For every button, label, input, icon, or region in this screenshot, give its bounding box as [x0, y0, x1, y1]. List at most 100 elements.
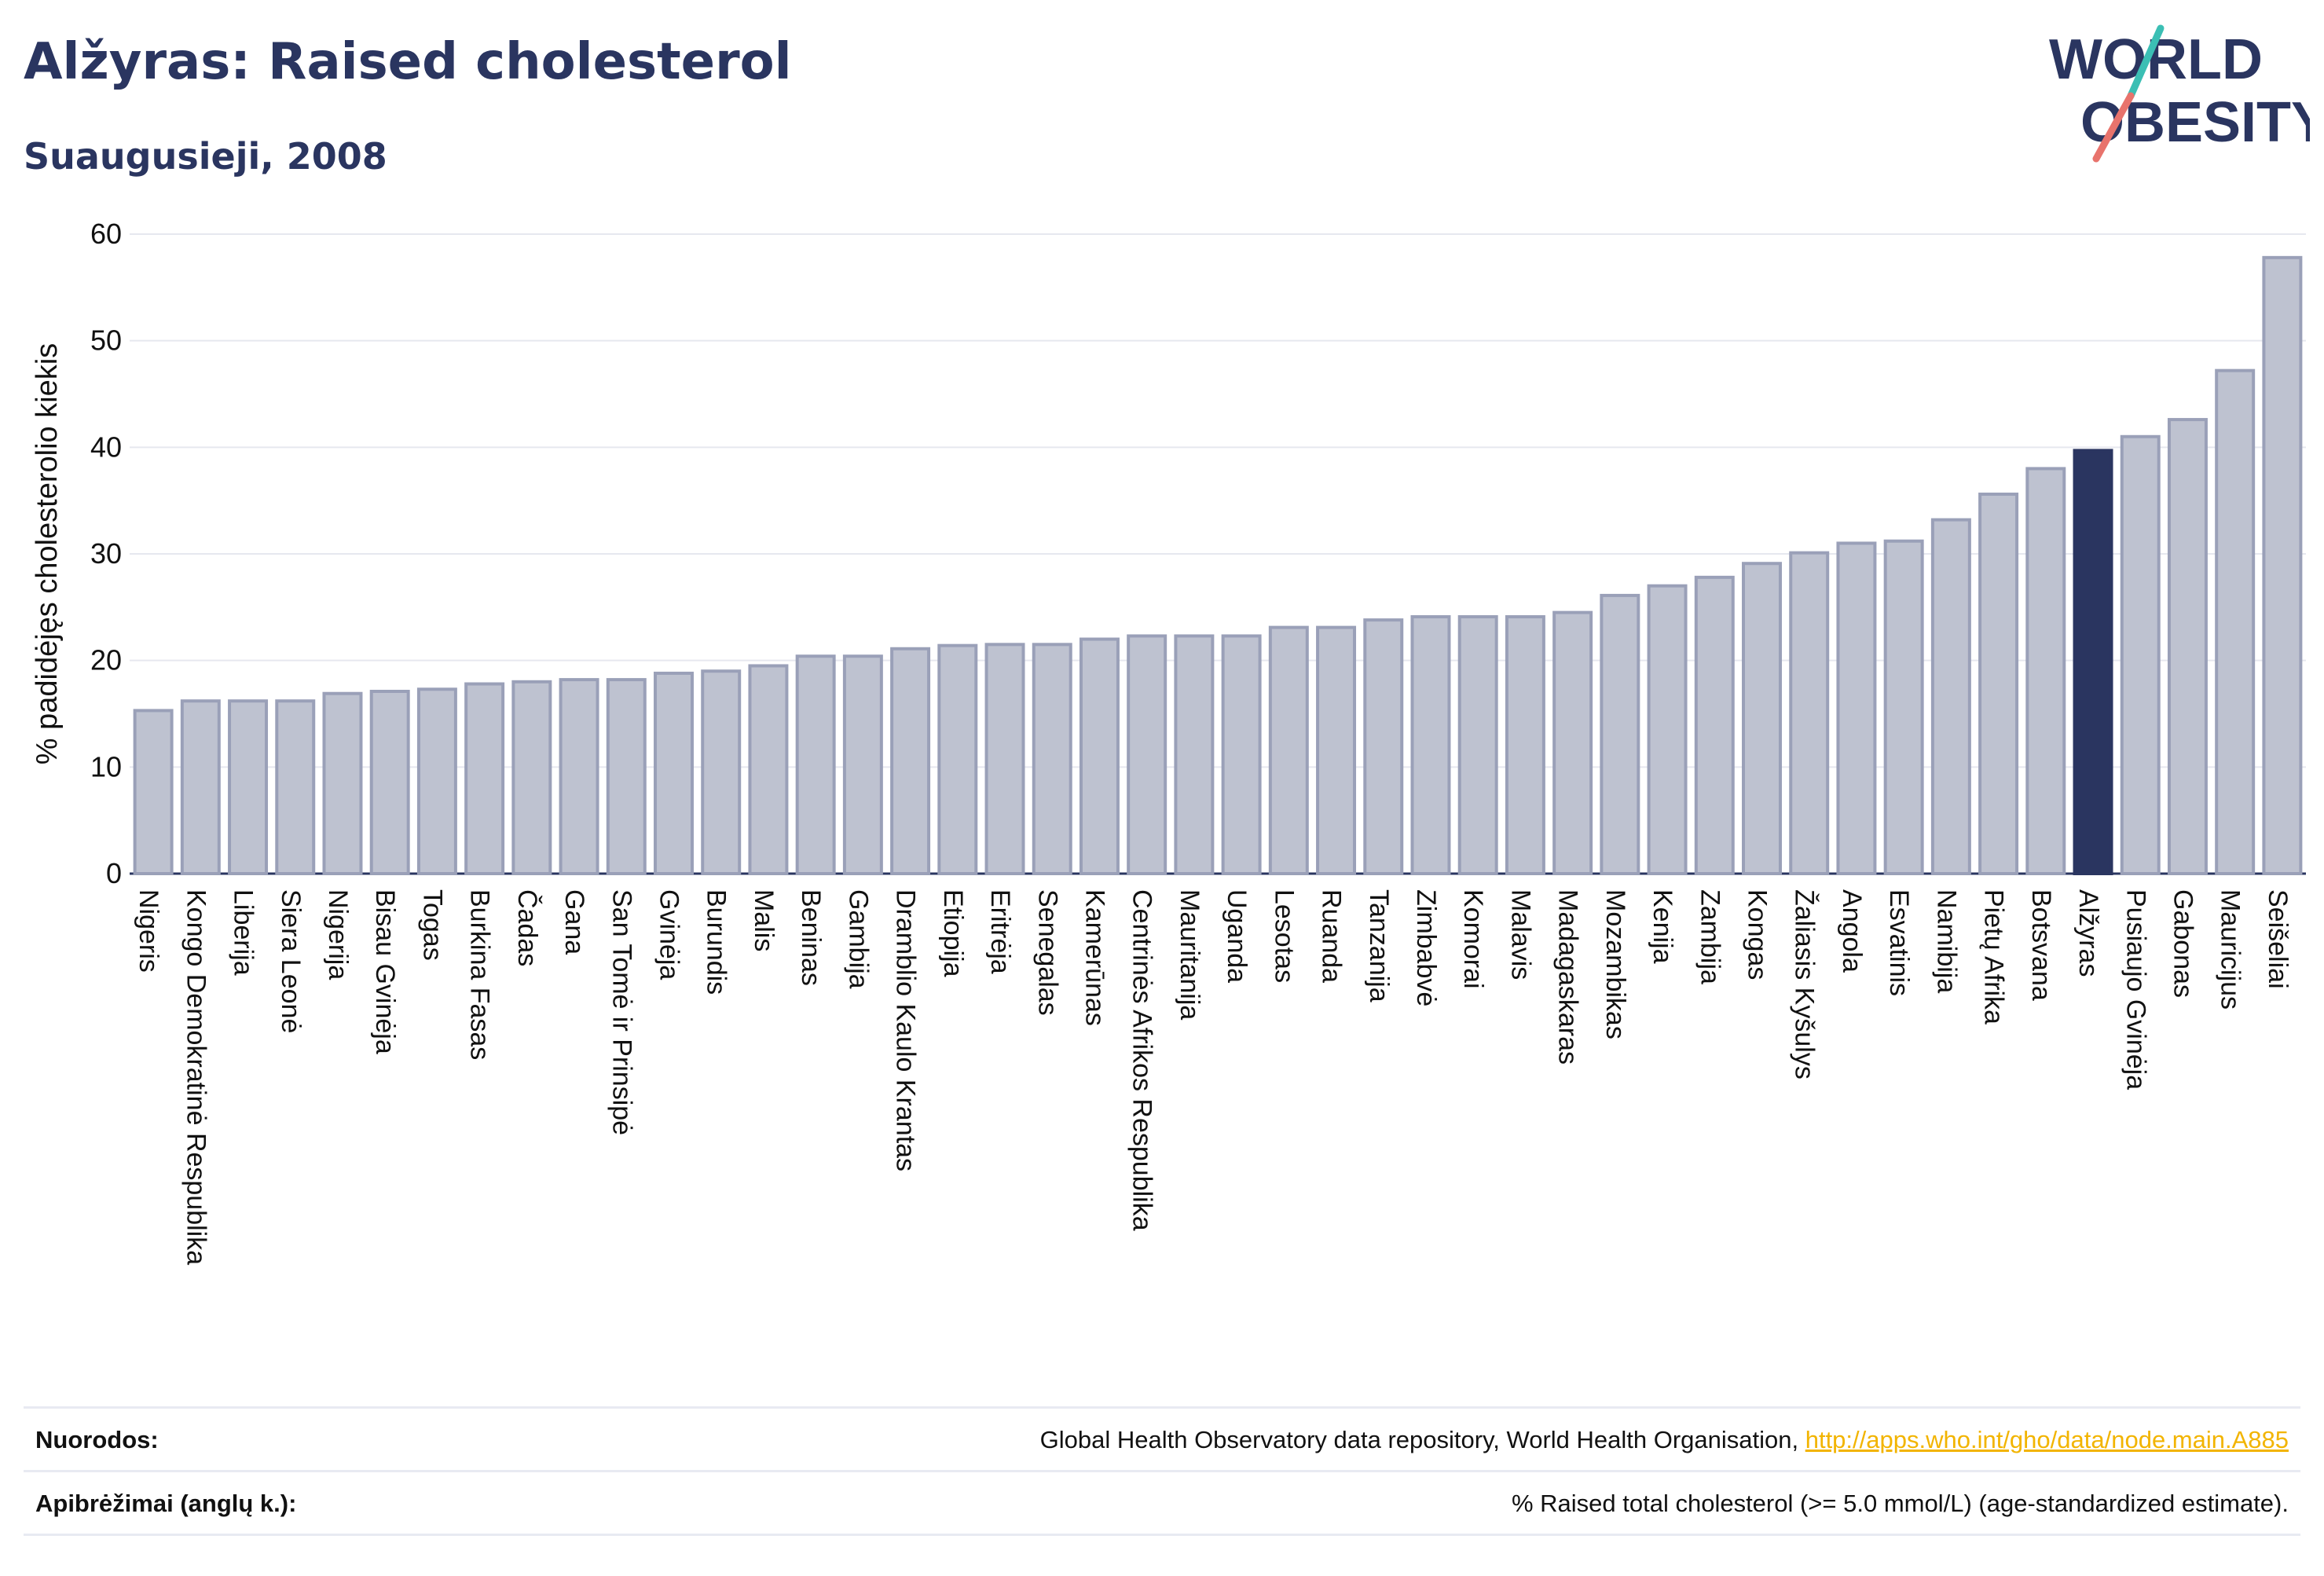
bar: [1789, 551, 1830, 875]
x-tick-label: Burkina Fasas: [465, 889, 495, 1060]
y-tick-label: 50: [90, 324, 122, 357]
x-tick-label: Dramblio Kaulo Krantas: [891, 889, 921, 1171]
bar: [606, 678, 647, 875]
x-tick-label: Togas: [417, 889, 447, 961]
page-title: Alžyras: Raised cholesterol: [24, 33, 792, 91]
bar-chart: 0 10 20 30 40 50 60 Nigeris Kongo Demokratinė R…: [31, 218, 2306, 1265]
y-tick-label: 60: [90, 218, 122, 250]
x-tick-label: Beninas: [796, 889, 826, 986]
bar: [1600, 593, 1640, 875]
bar: [228, 699, 269, 875]
bar: [180, 699, 221, 875]
bar: [464, 682, 505, 875]
y-tick-label: 10: [90, 750, 122, 783]
y-tick-label: 40: [90, 431, 122, 463]
x-tick-label: Mauritanija: [1175, 889, 1204, 1020]
bar: [1647, 584, 1688, 875]
x-tick-label: Gabonas: [2168, 889, 2198, 998]
x-tick-label: Mauricijus: [2216, 889, 2245, 1010]
x-tick-label: Lesotas: [1269, 889, 1299, 983]
x-tick-label-layer: Nigeris Kongo Demokratinė Respublika Liber…: [134, 889, 2293, 1265]
bar: [795, 654, 836, 875]
definitions-label: Apibrėžimai (anglų k.):: [35, 1490, 297, 1517]
bar: [1316, 625, 1357, 875]
bar: [1127, 634, 1167, 875]
references-value: Global Health Observatory data repositor…: [1040, 1426, 2289, 1454]
x-tick-label: Esvatinis: [1884, 889, 1914, 996]
x-tick-label: Tanzanija: [1364, 889, 1394, 1002]
x-tick-label: Alžyras: [2073, 889, 2103, 977]
bar: [1978, 493, 2019, 875]
bar: [1457, 615, 1498, 875]
page-subtitle: Suaugusieji, 2008: [24, 135, 387, 178]
bar-layer: [133, 255, 2303, 876]
bar: [2120, 434, 2161, 875]
bar: [1694, 575, 1735, 875]
bar: [984, 643, 1025, 875]
x-tick-label: Angola: [1837, 889, 1867, 973]
bar: [322, 691, 363, 875]
bar: [1268, 625, 1309, 875]
definitions-row: Apibrėžimai (anglų k.): % Raised total c…: [24, 1470, 2300, 1536]
x-tick-label: Madagaskaras: [1553, 889, 1583, 1065]
bar: [1174, 634, 1215, 875]
bar: [937, 643, 978, 875]
y-axis-title: % padidėjęs cholesterolio kiekis: [31, 343, 64, 765]
x-tick-label: Gana: [559, 889, 589, 955]
y-tick-label: 30: [90, 537, 122, 570]
x-tick-label: Uganda: [1222, 889, 1252, 983]
x-tick-label: Pusiaujo Gvinėja: [2121, 889, 2150, 1090]
bar: [1836, 541, 1877, 876]
bar: [2167, 418, 2208, 875]
x-tick-label: Botsvana: [2026, 889, 2056, 1001]
y-tick-label: 20: [90, 644, 122, 676]
bar: [1032, 643, 1072, 875]
x-tick-label: Malis: [749, 889, 779, 951]
bar: [416, 687, 457, 876]
bar: [1079, 637, 1120, 875]
bar: [1505, 615, 1545, 875]
bar: [2215, 368, 2256, 875]
x-tick-label: Žaliasis Kyšulys: [1790, 889, 1820, 1079]
x-tick-label: Nigeris: [134, 889, 163, 973]
bar: [701, 669, 742, 875]
references-text: Global Health Observatory data repositor…: [1039, 1426, 1805, 1453]
x-tick-label: Čadas: [512, 889, 542, 966]
references-row: Nuorodos: Global Health Observatory data…: [24, 1406, 2300, 1470]
x-tick-label: Zimbabvė: [1411, 889, 1441, 1006]
bar: [511, 680, 552, 875]
bar: [1930, 518, 1971, 875]
bar: [748, 664, 789, 875]
bar: [275, 699, 316, 875]
x-tick-label: Gvinėja: [654, 889, 684, 980]
bar: [2262, 255, 2303, 875]
bar: [1363, 618, 1404, 875]
bar: [890, 647, 931, 875]
x-tick-label: Kamerūnas: [1080, 889, 1109, 1026]
references-link[interactable]: http://apps.who.int/gho/data/node.main.A…: [1805, 1426, 2289, 1453]
x-tick-label: Komorai: [1458, 889, 1488, 989]
x-tick-label: Kenija: [1648, 889, 1677, 964]
bar-highlighted: [2073, 449, 2113, 875]
x-tick-label: Zambija: [1695, 889, 1725, 984]
x-tick-label: Gambija: [843, 889, 873, 989]
x-tick-label: San Tomė ir Prinsipė: [607, 889, 636, 1135]
x-tick-label: Kongas: [1743, 889, 1772, 980]
y-tick-label: 0: [106, 857, 122, 889]
references-label: Nuorodos:: [35, 1426, 159, 1453]
bar: [1410, 615, 1451, 875]
x-tick-label: Bisau Gvinėja: [370, 889, 400, 1054]
logo-slash-teal: [2127, 24, 2165, 100]
world-obesity-logo: WORLD OBESITY: [2049, 24, 2310, 163]
x-tick-label: Ruanda: [1317, 889, 1347, 983]
x-tick-label: Senegalas: [1032, 889, 1062, 1016]
bar: [1552, 610, 1593, 875]
logo-slash-red: [2092, 92, 2135, 163]
bar: [2025, 467, 2066, 875]
x-tick-label: Siera Leonė: [276, 889, 306, 1033]
definitions-value: % Raised total cholesterol (>= 5.0 mmol/…: [1511, 1490, 2289, 1517]
footer: Nuorodos: Global Health Observatory data…: [24, 1406, 2300, 1536]
x-tick-label: Kongo Demokratinė Respublika: [181, 889, 211, 1265]
bar: [654, 671, 694, 875]
y-tick-layer: 0 10 20 30 40 50 60: [90, 218, 122, 889]
